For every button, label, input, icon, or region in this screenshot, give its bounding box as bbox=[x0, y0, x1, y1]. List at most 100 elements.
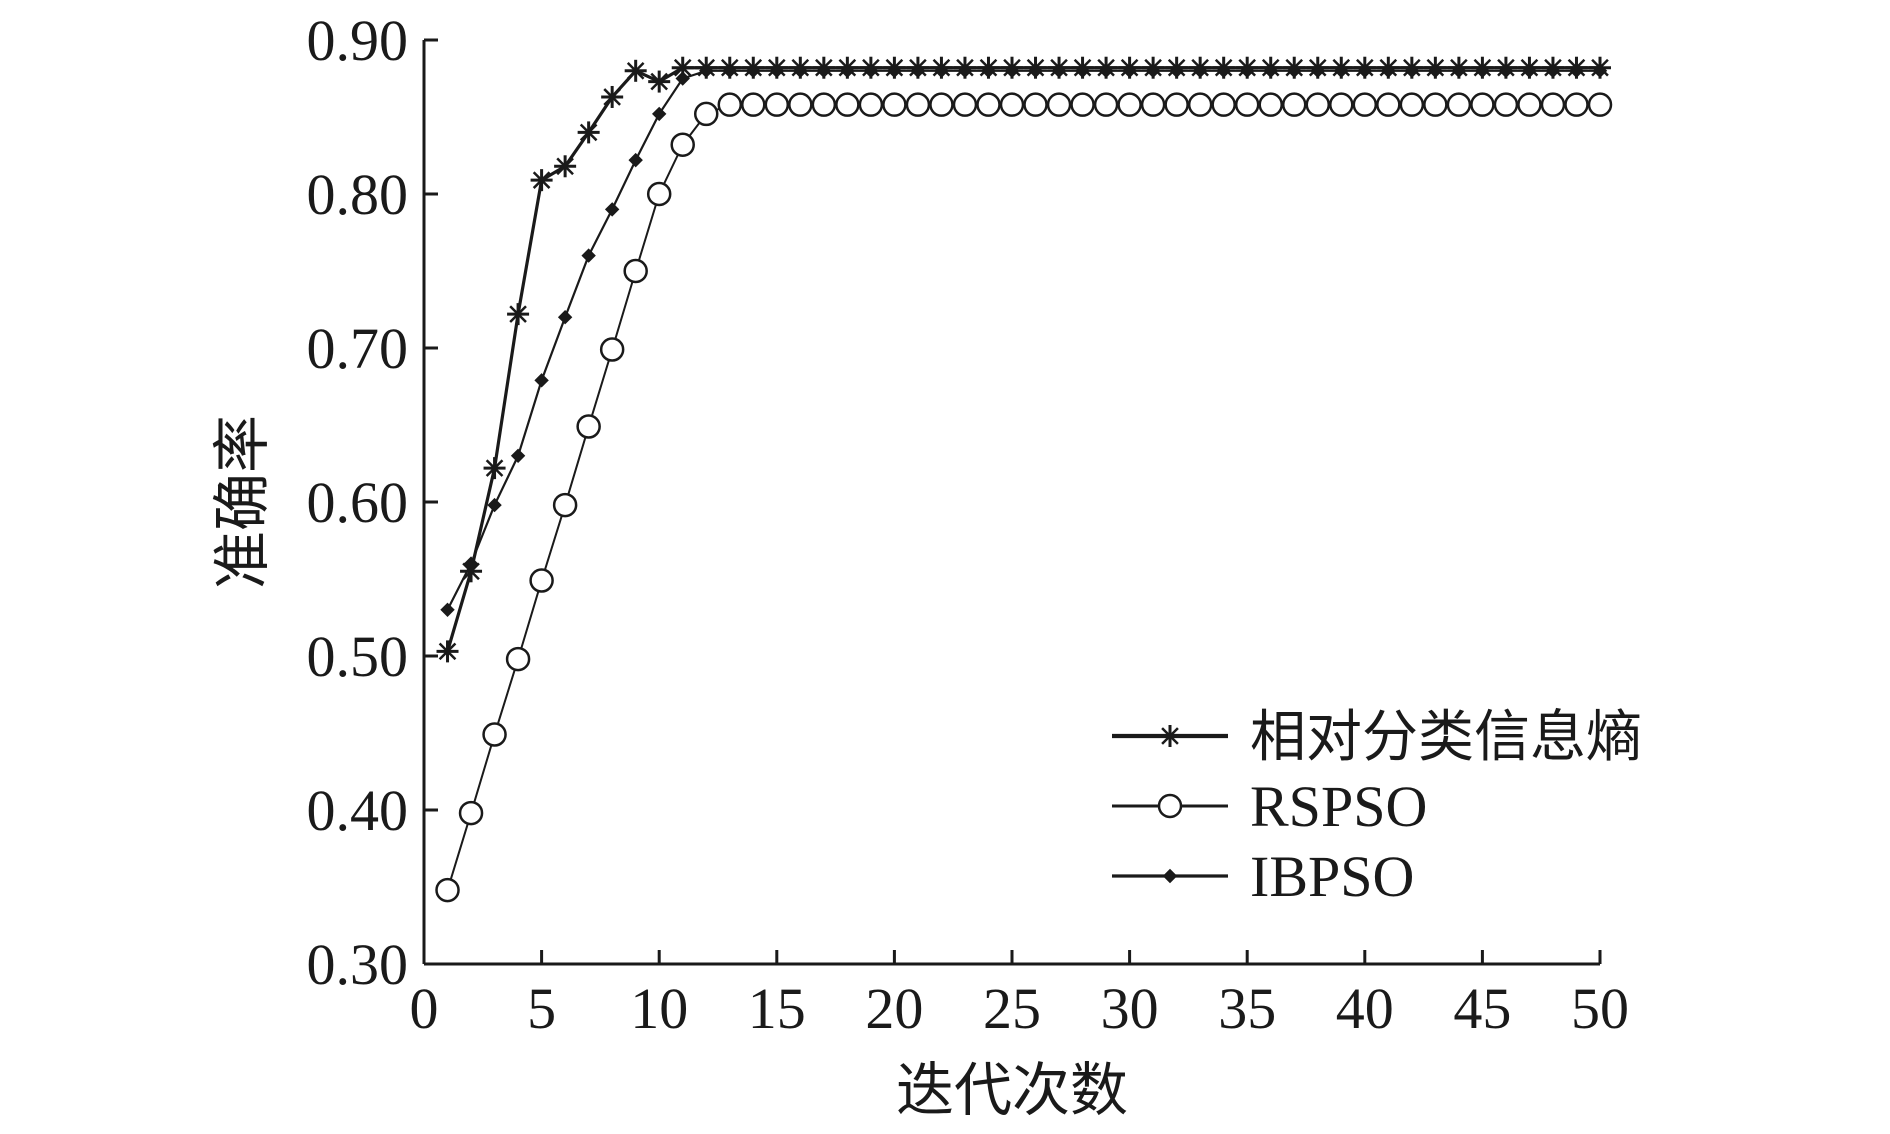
star-marker bbox=[601, 85, 624, 108]
diamond-marker bbox=[934, 63, 949, 79]
star-marker bbox=[483, 457, 506, 480]
y-tick-label: 0.60 bbox=[307, 470, 409, 535]
circle-marker bbox=[882, 92, 907, 117]
diamond-marker bbox=[628, 152, 643, 168]
diamond-marker bbox=[1475, 63, 1490, 79]
x-tick-label: 40 bbox=[1336, 976, 1394, 1041]
star-marker bbox=[648, 70, 671, 93]
y-tick-label: 0.50 bbox=[307, 624, 409, 689]
circle-marker bbox=[1164, 92, 1189, 117]
circle-marker bbox=[764, 92, 790, 117]
y-tick-label: 0.70 bbox=[307, 316, 409, 381]
diamond-marker bbox=[1122, 63, 1137, 79]
circle-marker bbox=[576, 414, 601, 439]
y-tick-label: 0.80 bbox=[307, 162, 409, 227]
diamond-marker bbox=[1451, 63, 1467, 79]
circle-marker bbox=[599, 337, 625, 362]
x-tick-label: 25 bbox=[983, 976, 1041, 1041]
series-diamond bbox=[440, 63, 1608, 618]
diamond-marker bbox=[1028, 63, 1043, 79]
circle-marker bbox=[670, 132, 695, 157]
legend-item: 相对分类信息熵 bbox=[1112, 705, 1642, 770]
circle-marker bbox=[1070, 92, 1095, 117]
circle-marker bbox=[1187, 92, 1213, 117]
diamond-marker bbox=[1098, 63, 1114, 79]
star-marker bbox=[554, 155, 577, 178]
x-axis-title: 迭代次数 bbox=[896, 1056, 1128, 1124]
circle-marker bbox=[693, 101, 719, 127]
y-axis-title: 准确率 bbox=[208, 415, 276, 589]
diamond-marker bbox=[1239, 63, 1255, 79]
circle-marker bbox=[458, 800, 484, 826]
circle-marker bbox=[1157, 793, 1183, 819]
diamond-marker bbox=[604, 202, 620, 217]
series-line bbox=[446, 69, 1600, 611]
circle-marker bbox=[1234, 92, 1260, 117]
diamond-marker bbox=[1145, 63, 1161, 79]
diamond-marker bbox=[1569, 63, 1584, 79]
circle-marker bbox=[1023, 92, 1048, 117]
plot-series bbox=[435, 56, 1613, 903]
diamond-marker bbox=[1404, 63, 1420, 79]
circle-marker bbox=[1281, 92, 1307, 117]
y-tick-label: 0.40 bbox=[307, 778, 409, 843]
diamond-marker bbox=[1004, 63, 1020, 79]
diamond-marker bbox=[1216, 63, 1231, 79]
diamond-marker bbox=[981, 63, 996, 79]
star-marker bbox=[1159, 725, 1181, 747]
circle-marker bbox=[1423, 92, 1448, 117]
circle-marker bbox=[788, 92, 813, 117]
y-tick-label: 0.30 bbox=[307, 932, 409, 997]
circle-marker bbox=[1211, 92, 1236, 117]
diamond-marker bbox=[769, 63, 785, 79]
diamond-marker bbox=[510, 448, 526, 464]
diamond-marker bbox=[440, 602, 455, 618]
circle-marker bbox=[482, 722, 507, 747]
diamond-marker bbox=[840, 63, 855, 79]
circle-marker bbox=[435, 877, 460, 903]
diamond-marker bbox=[863, 63, 879, 79]
circle-marker bbox=[1046, 92, 1072, 117]
x-tick-label: 0 bbox=[410, 976, 439, 1041]
legend-item: IBPSO bbox=[1112, 844, 1414, 909]
x-tick-label: 5 bbox=[527, 976, 556, 1041]
circle-marker bbox=[1517, 92, 1542, 117]
circle-marker bbox=[552, 492, 578, 518]
diamond-marker bbox=[1357, 63, 1373, 79]
circle-marker bbox=[1352, 92, 1378, 117]
diamond-marker bbox=[675, 71, 690, 86]
diamond-marker bbox=[534, 373, 549, 388]
star-marker bbox=[577, 121, 600, 144]
series-line bbox=[446, 103, 1600, 891]
circle-marker bbox=[1564, 92, 1589, 117]
diamond-marker bbox=[910, 63, 926, 79]
legend-label: IBPSO bbox=[1250, 844, 1414, 909]
x-tick-label: 45 bbox=[1453, 976, 1511, 1041]
diamond-marker bbox=[1169, 63, 1184, 79]
circle-marker bbox=[1117, 92, 1142, 117]
diamond-marker bbox=[487, 497, 502, 513]
diamond-marker bbox=[1334, 63, 1349, 79]
diamond-marker bbox=[1310, 63, 1325, 79]
circle-marker bbox=[1399, 92, 1425, 117]
circle-marker bbox=[811, 92, 837, 117]
diamond-marker bbox=[651, 106, 667, 122]
circle-marker bbox=[835, 92, 860, 117]
legend-item: RSPSO bbox=[1112, 774, 1427, 839]
diamond-marker bbox=[1522, 63, 1537, 79]
diamond-marker bbox=[1051, 63, 1067, 79]
diamond-marker bbox=[746, 63, 761, 79]
diamond-marker bbox=[581, 248, 596, 263]
diamond-marker bbox=[1498, 63, 1514, 79]
diamond-marker bbox=[1192, 63, 1208, 79]
diamond-marker bbox=[557, 309, 573, 325]
diamond-marker bbox=[1162, 868, 1178, 884]
diamond-marker bbox=[1075, 63, 1090, 79]
circle-marker bbox=[1329, 92, 1354, 117]
circle-marker bbox=[1140, 92, 1166, 117]
circle-marker bbox=[929, 92, 954, 117]
series-circle bbox=[435, 92, 1613, 903]
circle-marker bbox=[505, 646, 531, 672]
diamond-marker bbox=[722, 63, 737, 79]
